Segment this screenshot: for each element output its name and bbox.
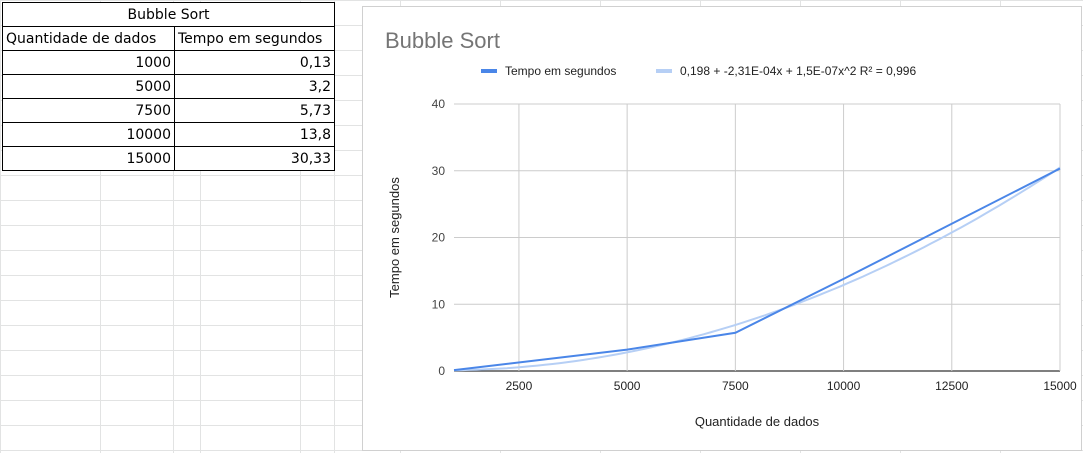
- table-row: 10000 13,8: [2, 122, 335, 147]
- cell-tempo[interactable]: 3,2: [174, 74, 335, 99]
- legend-label-trendline: 0,198 + -2,31E-04x + 1,5E-07x^2 R² = 0,9…: [680, 64, 916, 78]
- legend-label-tempo: Tempo em segundos: [505, 64, 616, 78]
- table-title[interactable]: Bubble Sort: [2, 2, 335, 27]
- table-header-row: Quantidade de dados Tempo em segundos: [2, 26, 335, 51]
- cell-quantidade[interactable]: 7500: [2, 98, 175, 123]
- legend-swatch-trendline: [656, 69, 672, 73]
- cell-tempo[interactable]: 0,13: [174, 50, 335, 75]
- x-tick-label: 7500: [722, 379, 749, 393]
- header-quantidade[interactable]: Quantidade de dados: [2, 26, 175, 51]
- cell-tempo[interactable]: 5,73: [174, 98, 335, 123]
- chart-legend[interactable]: Tempo em segundos 0,198 + -2,31E-04x + 1,…: [481, 64, 916, 78]
- chart-tick-labels: 0 10 20 30 40 2500 5000 7500 10000 12500 15000: [432, 97, 1077, 393]
- cell-quantidade[interactable]: 5000: [2, 74, 175, 99]
- x-tick-label: 12500: [935, 379, 969, 393]
- cell-tempo[interactable]: 30,33: [174, 146, 335, 171]
- table-title-row: Bubble Sort: [2, 2, 335, 27]
- table-row: 1000 0,13: [2, 50, 335, 75]
- cell-tempo[interactable]: 13,8: [174, 122, 335, 147]
- line-chart: Bubble Sort Tempo em segundos 0,198 + -2,…: [385, 28, 1077, 429]
- chart-title: Bubble Sort: [385, 28, 500, 53]
- y-tick-label: 40: [432, 97, 446, 111]
- table-row: 5000 3,2: [2, 74, 335, 99]
- cell-quantidade[interactable]: 15000: [2, 146, 175, 171]
- y-axis-label: Tempo em segundos: [387, 177, 402, 298]
- chart-gridlines: [454, 103, 1061, 372]
- table-row: 7500 5,73: [2, 98, 335, 123]
- x-tick-label: 15000: [1043, 379, 1077, 393]
- data-table: Bubble Sort Quantidade de dados Tempo em…: [2, 2, 335, 171]
- legend-swatch-tempo: [481, 69, 497, 73]
- cell-quantidade[interactable]: 10000: [2, 122, 175, 147]
- y-tick-label: 10: [432, 297, 446, 311]
- grid-column-line: [173, 0, 174, 453]
- y-tick-label: 0: [438, 364, 445, 378]
- trendline-series: [453, 166, 1061, 372]
- x-axis-label: Quantidade de dados: [695, 414, 820, 429]
- y-tick-label: 30: [432, 164, 446, 178]
- x-tick-label: 5000: [614, 379, 641, 393]
- y-tick-label: 20: [432, 231, 446, 245]
- series-line-tempo: [453, 167, 1061, 372]
- chart-card[interactable]: Bubble Sort Tempo em segundos 0,198 + -2,…: [362, 6, 1082, 451]
- x-tick-label: 2500: [506, 379, 533, 393]
- cell-quantidade[interactable]: 1000: [2, 50, 175, 75]
- header-tempo[interactable]: Tempo em segundos: [174, 26, 335, 51]
- x-tick-label: 10000: [827, 379, 861, 393]
- grid-column-line: [334, 0, 335, 453]
- table-row: 15000 30,33: [2, 146, 335, 171]
- chart-series: [453, 166, 1061, 372]
